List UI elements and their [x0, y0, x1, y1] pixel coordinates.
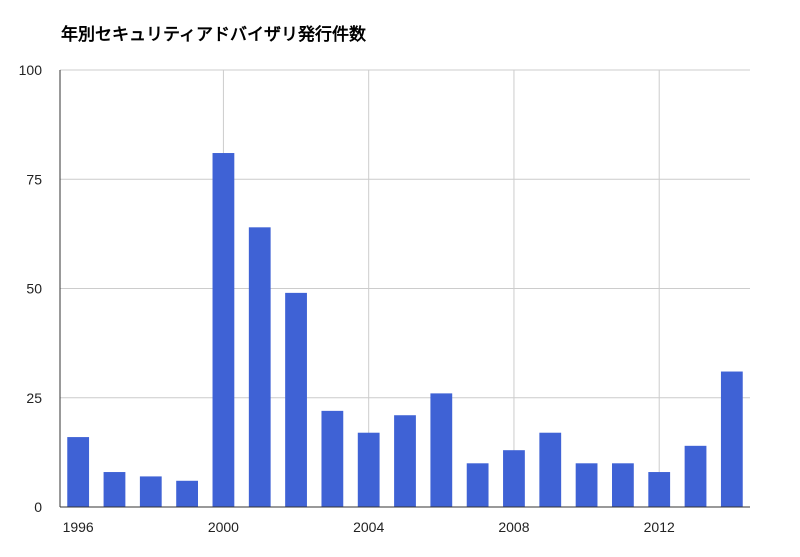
y-tick-label: 50 [26, 281, 42, 297]
y-tick-label: 25 [26, 390, 42, 406]
bar-2009 [539, 432, 562, 507]
bar-2006 [430, 393, 453, 507]
bar-1997 [103, 472, 126, 507]
x-tick-labels: 1996 2000 2004 2008 2012 [63, 519, 675, 535]
bar-1999 [176, 480, 198, 507]
bar-2012 [648, 472, 671, 507]
bar-2008 [503, 450, 525, 507]
bar-2001 [248, 227, 271, 507]
bar-2013 [684, 445, 707, 507]
bar-2002 [285, 292, 307, 507]
y-tick-label: 0 [34, 499, 42, 515]
axes [59, 70, 750, 508]
bar-2010 [575, 463, 598, 507]
bar-2000 [212, 153, 235, 507]
x-tick-label: 2000 [208, 519, 239, 535]
x-tick-label: 2012 [644, 519, 675, 535]
bar-2005 [394, 415, 416, 507]
bar-2007 [466, 463, 489, 507]
x-tick-label: 1996 [63, 519, 94, 535]
bar-1998 [139, 476, 162, 507]
x-tick-label: 2008 [498, 519, 529, 535]
bar-1996 [67, 437, 90, 507]
bar-2003 [321, 410, 344, 507]
bar-2014 [720, 371, 743, 507]
y-tick-label: 75 [26, 171, 42, 187]
y-tick-label: 100 [19, 62, 43, 78]
x-tick-label: 2004 [353, 519, 384, 535]
chart-title: 年別セキュリティアドバイザリ発行件数 [61, 25, 366, 45]
bar-2004 [357, 432, 380, 507]
bars [67, 153, 743, 507]
bar-2011 [612, 463, 634, 507]
y-tick-labels: 0 25 50 75 100 [19, 62, 43, 515]
